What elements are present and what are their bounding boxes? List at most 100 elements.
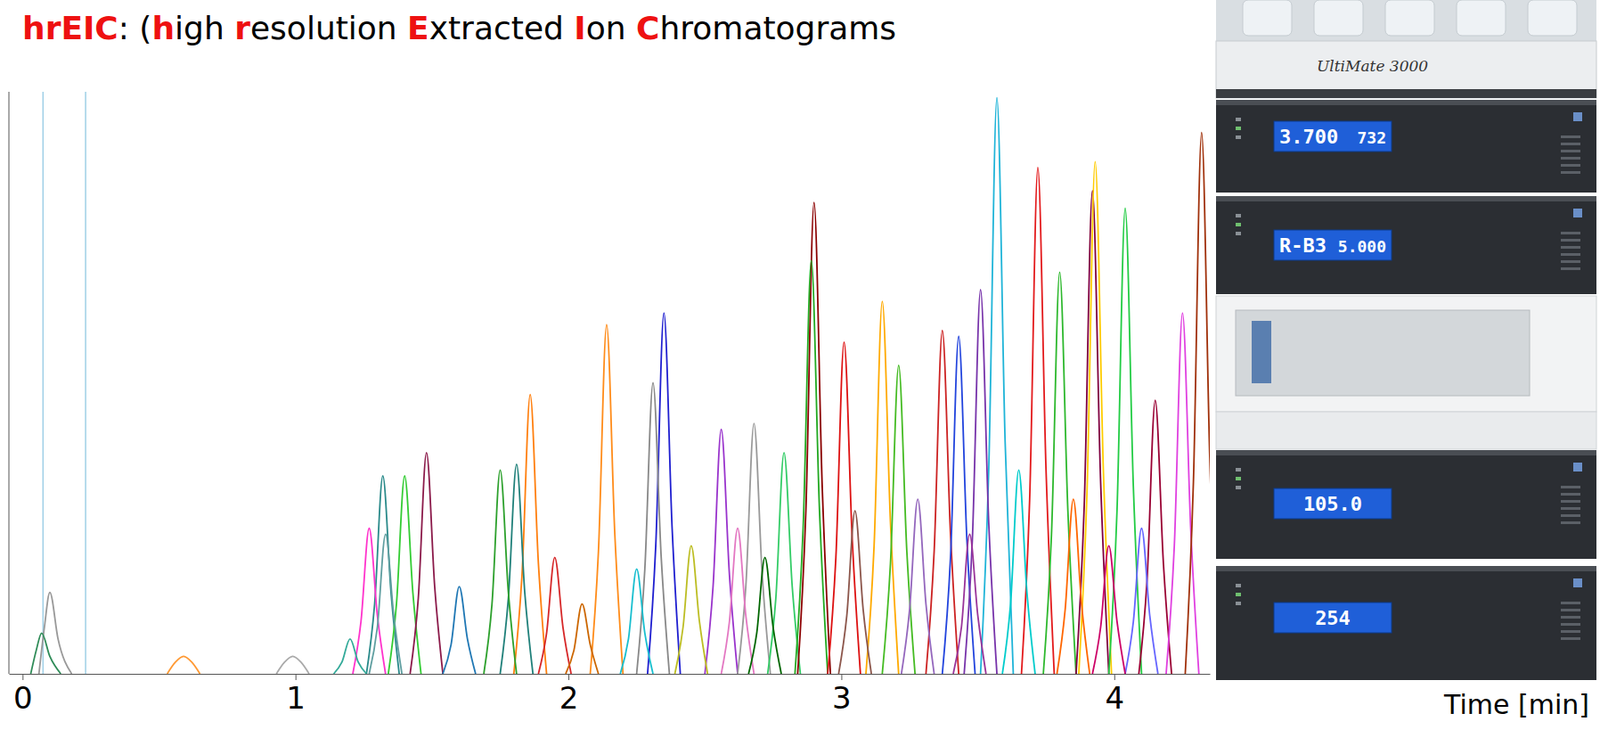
status-led bbox=[1235, 485, 1241, 490]
chromatogram-trace bbox=[647, 312, 681, 674]
chromatogram-trace bbox=[590, 324, 624, 674]
vent-stripe bbox=[1560, 267, 1581, 270]
x-tick: 1 bbox=[285, 673, 306, 716]
chromatogram-trace bbox=[1056, 498, 1090, 674]
y-axis-line bbox=[8, 91, 10, 674]
status-led bbox=[1235, 592, 1241, 596]
display-panel bbox=[1273, 229, 1392, 261]
x-tick-label: 1 bbox=[285, 679, 306, 716]
title-segment: E bbox=[407, 9, 430, 47]
chromatogram-trace bbox=[366, 475, 400, 674]
module-top-edge bbox=[1216, 195, 1597, 202]
module-edge bbox=[1216, 89, 1597, 98]
display-value: 3.700 bbox=[1279, 125, 1339, 148]
solvent-bottle bbox=[1385, 0, 1435, 36]
vent-stripe bbox=[1560, 231, 1581, 235]
chromatogram-trace bbox=[901, 498, 935, 674]
autosampler-window bbox=[1235, 310, 1530, 396]
status-led bbox=[1235, 231, 1241, 236]
vent-stripe bbox=[1560, 506, 1581, 510]
x-tick-label: 2 bbox=[559, 679, 580, 716]
marker-line bbox=[84, 91, 87, 674]
module-badge bbox=[1573, 462, 1583, 472]
chromatogram-trace bbox=[388, 475, 422, 674]
instrument-module bbox=[1216, 195, 1597, 294]
chromatogram-trace bbox=[794, 260, 828, 674]
chromatogram-trace bbox=[442, 586, 476, 674]
chromatogram-trace bbox=[797, 202, 831, 674]
vent-stripe bbox=[1560, 135, 1581, 139]
chromatogram-trace bbox=[352, 528, 386, 674]
module-badge bbox=[1573, 208, 1583, 218]
vent-stripe bbox=[1560, 142, 1581, 146]
display-panel bbox=[1273, 121, 1392, 152]
chromatogram-trace bbox=[1166, 312, 1200, 674]
chromatogram-trace bbox=[827, 342, 861, 674]
chromatogram-trace bbox=[636, 383, 670, 675]
x-tick-label: 3 bbox=[832, 679, 852, 716]
x-axis-line bbox=[9, 673, 1211, 675]
chromatogram-trace bbox=[767, 452, 801, 674]
module-badge bbox=[1573, 578, 1583, 588]
vent-stripe bbox=[1560, 253, 1581, 256]
vent-stripe bbox=[1560, 615, 1581, 619]
module-top-edge bbox=[1216, 99, 1597, 106]
autosampler-needle bbox=[1251, 320, 1272, 384]
status-led bbox=[1235, 222, 1241, 227]
status-led bbox=[1235, 601, 1241, 605]
vent-stripe bbox=[1560, 260, 1581, 263]
vent-stripe bbox=[1560, 622, 1581, 626]
vent-stripe bbox=[1560, 149, 1581, 153]
module-top-edge bbox=[1216, 565, 1597, 572]
vent-stripe bbox=[1560, 238, 1581, 242]
status-led bbox=[1235, 476, 1241, 481]
vent-stripe bbox=[1560, 499, 1581, 503]
title-segment: h bbox=[151, 9, 175, 47]
solvent-bottle bbox=[1314, 0, 1364, 36]
title-segment: : ( bbox=[118, 9, 153, 47]
chromatogram-trace bbox=[620, 568, 654, 674]
display-panel bbox=[1273, 488, 1392, 519]
instrument-photo: UltiMate 30003.700732R-B35.000105.0254 bbox=[1216, 0, 1597, 680]
x-tick-label: 0 bbox=[13, 679, 33, 716]
solvent-tray bbox=[1216, 0, 1597, 41]
title-segment: xtracted bbox=[429, 9, 575, 47]
chromatogram-trace bbox=[39, 592, 73, 674]
display-value: 105.0 bbox=[1303, 492, 1363, 515]
title-segment: esolution bbox=[250, 9, 408, 47]
status-led bbox=[1235, 213, 1241, 218]
white-band bbox=[1216, 411, 1597, 449]
chromatogram-trace bbox=[276, 655, 310, 674]
vent-stripe bbox=[1560, 163, 1581, 167]
chromatogram-trace bbox=[334, 638, 368, 674]
chromatogram-trace bbox=[748, 556, 782, 674]
figure: 01234Time [min]hrEIC: (high resolution E… bbox=[0, 0, 1600, 738]
status-led bbox=[1235, 135, 1241, 139]
instrument-label: UltiMate 3000 bbox=[1316, 57, 1429, 75]
vent-stripe bbox=[1560, 485, 1581, 489]
chart-title: hrEIC: (high resolution Extracted Ion Ch… bbox=[22, 9, 897, 47]
vent-stripe bbox=[1560, 156, 1581, 160]
vent-stripe bbox=[1560, 601, 1581, 605]
instrument-module bbox=[1216, 565, 1597, 680]
chromatogram-trace bbox=[1002, 469, 1036, 674]
chromatogram-trace bbox=[704, 429, 738, 674]
chromatogram-trace bbox=[925, 330, 959, 674]
x-tick: 3 bbox=[832, 673, 852, 716]
chromatogram-trace bbox=[1109, 208, 1143, 674]
plot-area bbox=[31, 91, 1210, 674]
chromatogram-trace bbox=[1078, 161, 1112, 674]
chromatogram-trace bbox=[538, 556, 572, 674]
chromatogram-trace bbox=[675, 545, 709, 674]
x-tick-mark bbox=[568, 673, 570, 680]
chromatogram-trace bbox=[881, 365, 915, 674]
chromatogram-trace bbox=[737, 423, 771, 674]
x-tick: 0 bbox=[13, 673, 33, 716]
display-value: R-B3 bbox=[1279, 234, 1327, 257]
title-segment: C bbox=[636, 9, 660, 47]
display-value: 254 bbox=[1314, 606, 1351, 629]
title-segment: r bbox=[234, 9, 251, 47]
title-segment: hrEIC bbox=[22, 9, 119, 47]
x-tick-mark bbox=[295, 673, 297, 680]
instrument-module bbox=[1216, 449, 1597, 559]
